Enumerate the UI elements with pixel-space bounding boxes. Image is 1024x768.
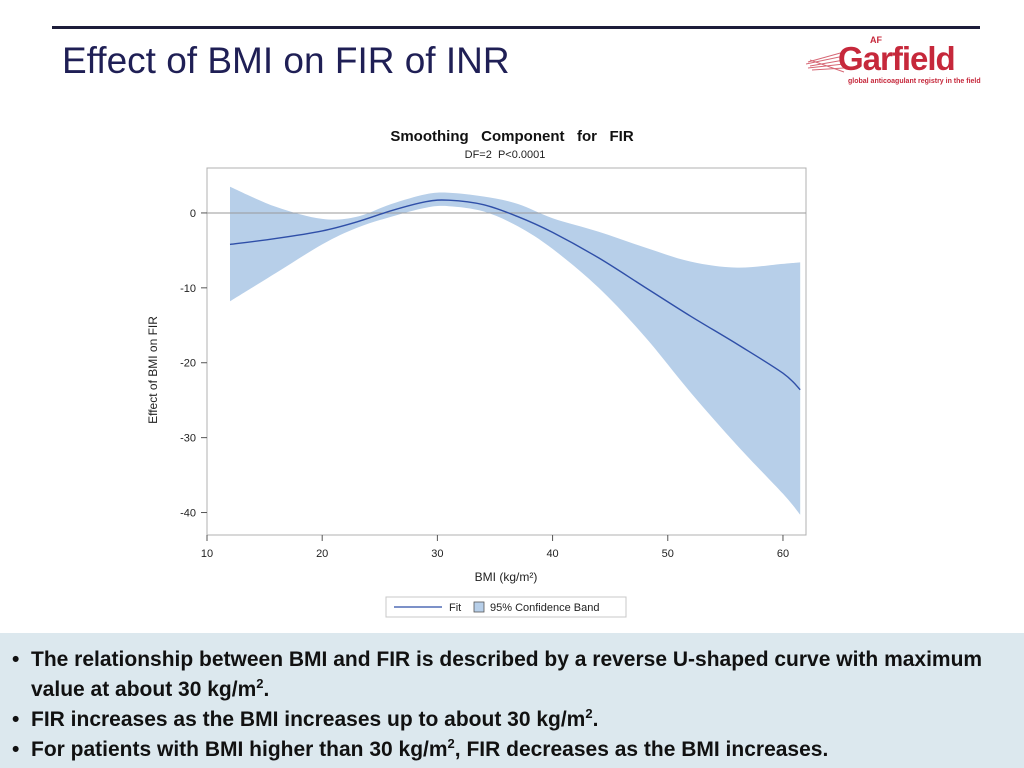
note-item: • The relationship between BMI and FIR is… (12, 645, 1010, 705)
plot-frame (206, 167, 807, 536)
x-tick-label: 10 (201, 548, 213, 560)
chart-title: Smoothing Component for FIR (390, 128, 633, 145)
note-tail: . (592, 708, 599, 731)
garfield-logo: AF Garfield global anticoagulant registr… (806, 35, 984, 92)
note-superscript: 2 (447, 736, 455, 751)
legend-fit-label: Fit (449, 602, 461, 614)
y-axis-label: Effect of BMI on FIR (146, 316, 160, 424)
logo-af: AF (870, 35, 882, 45)
y-tick-label: -20 (180, 358, 196, 370)
legend-box (385, 596, 627, 618)
note-superscript: 2 (585, 706, 593, 721)
legend-band-swatch (473, 601, 485, 613)
note-text: For patients with BMI higher than 30 kg/… (31, 738, 448, 761)
note-text: The relationship between BMI and FIR is … (31, 648, 983, 701)
logo-wordmark: Garfield (838, 40, 956, 77)
x-tick-label: 20 (316, 548, 328, 560)
note-superscript: 2 (256, 676, 264, 691)
smoothing-chart: Smoothing Component for FIR DF=2 P<0.000… (146, 128, 807, 618)
bullet-icon: • (12, 708, 20, 731)
slide-title: Effect of BMI on FIR of INR (62, 40, 510, 81)
chart-subtitle: DF=2 P<0.0001 (465, 149, 546, 161)
x-tick-label: 50 (662, 548, 674, 560)
confidence-band (230, 186, 801, 515)
confidence-band-layer (230, 186, 801, 515)
note-text: FIR increases as the BMI increases up to… (31, 708, 586, 731)
fit-line-layer (229, 199, 801, 391)
y-tick-label: -30 (180, 433, 196, 445)
top-rule (52, 26, 980, 29)
y-tick-label: 0 (190, 208, 196, 220)
note-tail: . (263, 678, 270, 701)
note-item: • FIR increases as the BMI increases up t… (12, 705, 1010, 735)
fit-line (229, 199, 801, 391)
bullet-icon: • (12, 648, 20, 671)
y-tick-label: -10 (180, 283, 196, 295)
x-tick-label: 30 (431, 548, 443, 560)
legend-band-label: 95% Confidence Band (490, 602, 599, 614)
y-axis-ticks: 0 -10 -20 -30 -40 (180, 208, 207, 520)
legend: Fit 95% Confidence Band (385, 596, 627, 618)
note-tail: , FIR decreases as the BMI increases. (454, 738, 829, 761)
x-tick-label: 40 (546, 548, 558, 560)
logo-tagline: global anticoagulant registry in the fie… (848, 78, 981, 85)
logo-swoosh-icon (806, 51, 845, 73)
notes-panel: • The relationship between BMI and FIR is… (0, 633, 1024, 768)
x-axis-label: BMI (kg/m²) (475, 570, 538, 584)
y-tick-label: -40 (180, 508, 196, 520)
bullet-icon: • (12, 738, 20, 761)
x-axis-ticks: 10 20 30 40 50 60 (201, 535, 789, 560)
note-item: • For patients with BMI higher than 30 kg… (12, 735, 1010, 765)
x-tick-label: 60 (777, 548, 789, 560)
